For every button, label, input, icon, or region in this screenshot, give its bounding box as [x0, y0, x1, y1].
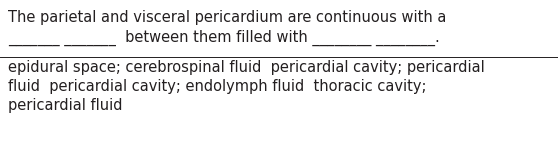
- Text: pericardial fluid: pericardial fluid: [8, 98, 123, 113]
- Text: The parietal and visceral pericardium are continuous with a: The parietal and visceral pericardium ar…: [8, 10, 446, 25]
- Text: _______ _______  between them filled with ________ ________.: _______ _______ between them filled with…: [8, 30, 440, 46]
- Text: epidural space; cerebrospinal fluid  pericardial cavity; pericardial: epidural space; cerebrospinal fluid peri…: [8, 60, 485, 75]
- Text: fluid  pericardial cavity; endolymph fluid  thoracic cavity;: fluid pericardial cavity; endolymph flui…: [8, 79, 426, 94]
